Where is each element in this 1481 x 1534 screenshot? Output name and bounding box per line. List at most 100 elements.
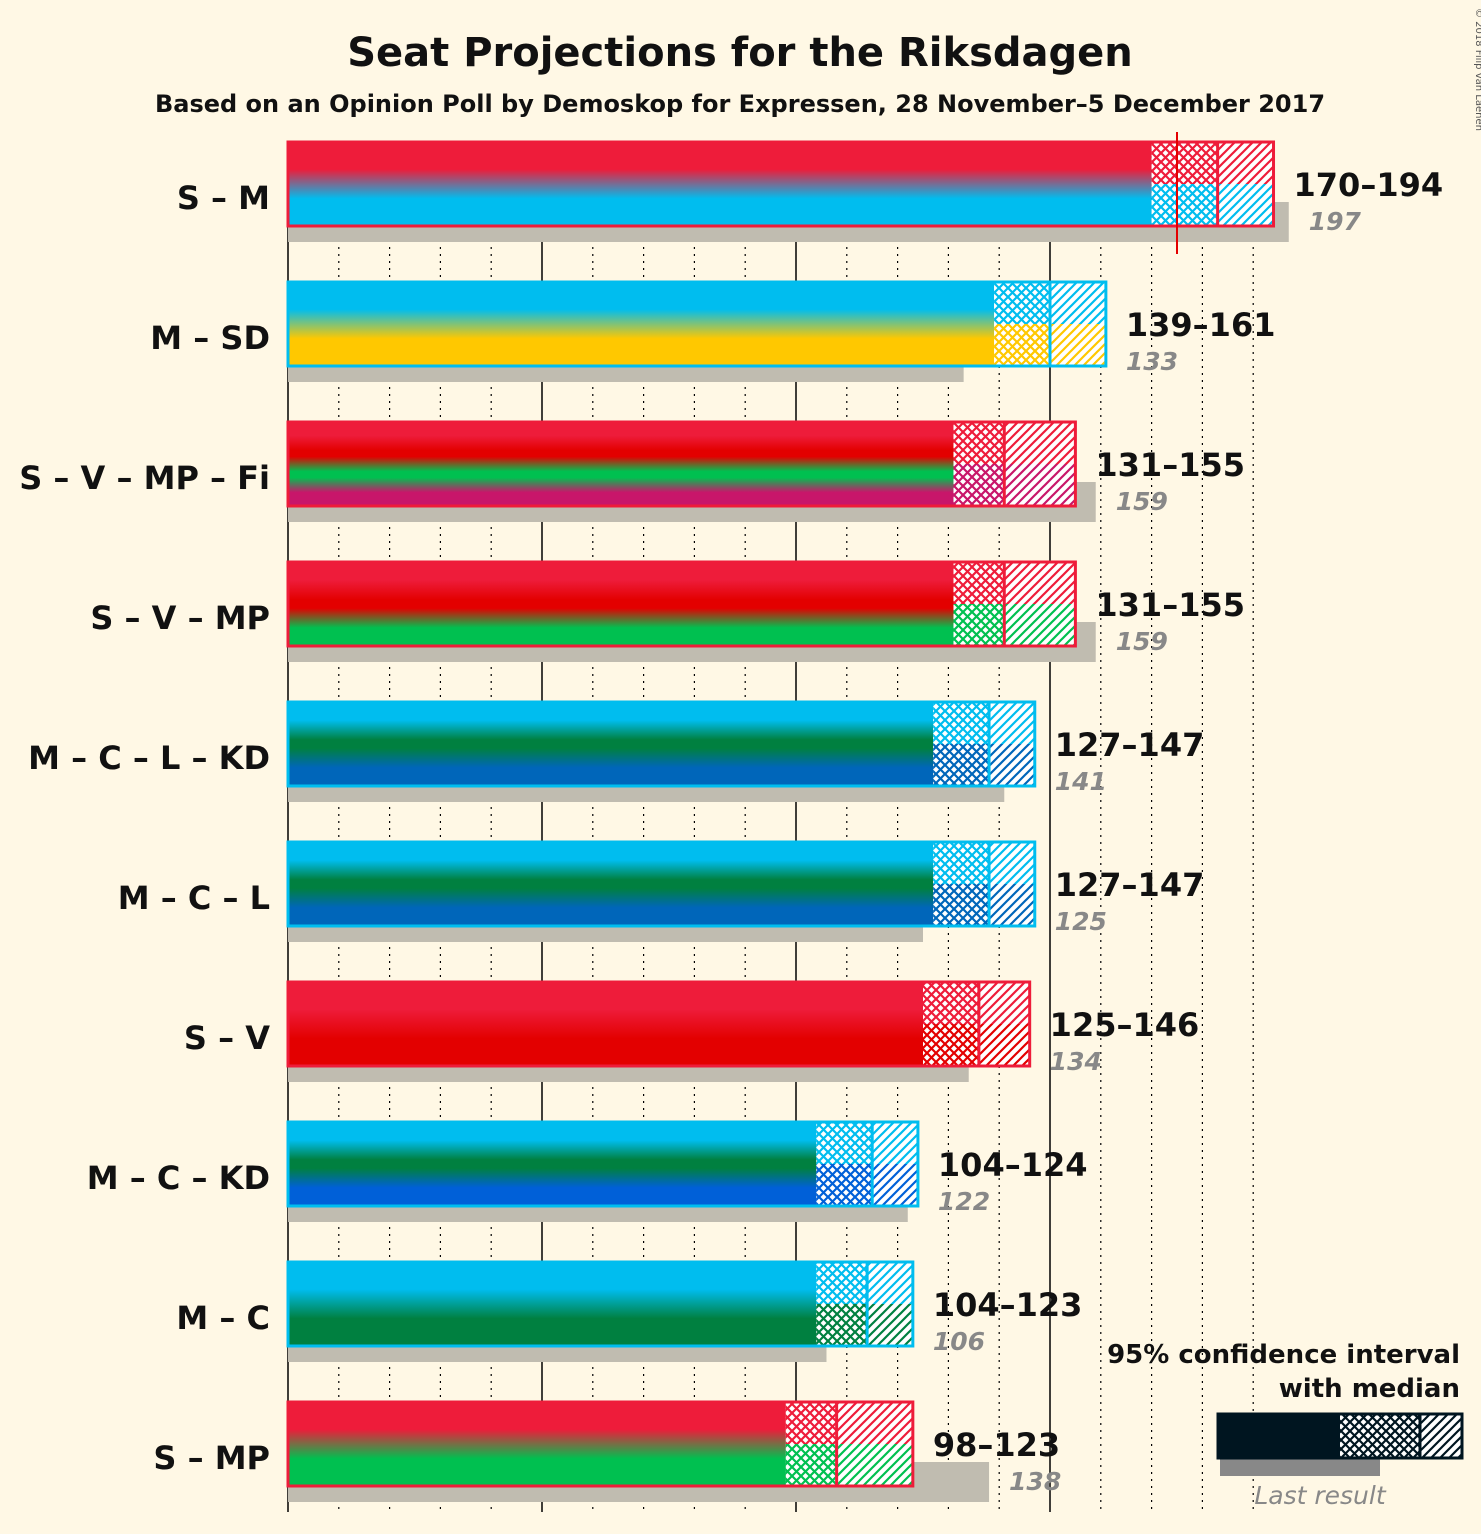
projection-bar xyxy=(288,1262,817,1346)
coalition-label: S – M xyxy=(177,179,270,217)
coalition-label: M – C – KD xyxy=(87,1159,270,1197)
range-label: 104–124 xyxy=(938,1146,1088,1184)
range-label: 139–161 xyxy=(1126,306,1276,344)
coalition-row: S – MP 98–123 138 xyxy=(153,1400,1061,1502)
last-result-label: 159 xyxy=(1116,487,1168,516)
coalition-row: M – SD 139–161 133 xyxy=(150,280,1276,382)
bar-outline xyxy=(286,1260,915,1348)
ci-diagonal-lower xyxy=(989,884,1035,926)
bar-outline xyxy=(286,420,1077,508)
coalition-label: S – V xyxy=(184,1019,270,1057)
ci-crosshatch-upper xyxy=(933,702,990,744)
last-result-label: 122 xyxy=(938,1187,990,1216)
last-result-label: 141 xyxy=(1055,767,1107,796)
legend-last-result-label: Last result xyxy=(1254,1481,1386,1510)
projection-bar xyxy=(288,1122,817,1206)
ci-crosshatch-lower xyxy=(994,324,1050,366)
ci-crosshatch-upper xyxy=(785,1402,837,1444)
ci-crosshatch-lower xyxy=(923,1024,979,1066)
coalition-row: S – V – MP 131–155 159 xyxy=(90,560,1245,662)
legend-solid-bar xyxy=(1218,1414,1340,1458)
projection-bar xyxy=(288,142,1152,226)
coalition-row: S – V – MP – Fi 131–155 159 xyxy=(19,420,1245,522)
last-result-label: 106 xyxy=(933,1327,985,1356)
ci-diagonal-upper xyxy=(978,982,1030,1024)
ci-diagonal-lower xyxy=(989,744,1035,786)
ci-diagonal-lower xyxy=(1004,604,1076,646)
ci-diagonal-upper xyxy=(867,1262,913,1304)
ci-crosshatch-lower xyxy=(933,884,990,926)
legend: 95% confidence interval with median Last… xyxy=(1107,1340,1464,1510)
ci-diagonal-upper xyxy=(989,702,1035,744)
coalition-rows: S – M 170–194 197 M – SD 139–161 133 S – V – M… xyxy=(19,140,1444,1502)
coalition-row: M – C – L 127–147 125 xyxy=(118,840,1204,942)
ci-diagonal-upper xyxy=(1217,142,1274,184)
legend-last-result-bar xyxy=(1220,1456,1380,1476)
bar-outline xyxy=(286,700,1037,788)
ci-diagonal-upper xyxy=(1004,562,1076,604)
last-result-label: 197 xyxy=(1309,207,1362,236)
ci-crosshatch-upper xyxy=(933,842,990,884)
coalition-row: M – C – KD 104–124 122 xyxy=(87,1120,1088,1222)
ci-diagonal-lower xyxy=(978,1024,1030,1066)
legend-ci-label-2: with median xyxy=(1279,1374,1460,1404)
ci-diagonal-lower xyxy=(872,1164,918,1206)
ci-crosshatch-lower xyxy=(933,744,990,786)
coalition-label: M – C – L – KD xyxy=(28,739,270,777)
ci-crosshatch-lower xyxy=(816,1304,868,1346)
coalition-row: S – M 170–194 197 xyxy=(177,140,1444,242)
legend-diagonal-section xyxy=(1420,1414,1462,1458)
projection-bar xyxy=(288,562,954,646)
last-result-label: 134 xyxy=(1050,1047,1102,1076)
ci-crosshatch-lower xyxy=(785,1444,837,1486)
bar-outline xyxy=(286,280,1108,368)
ci-crosshatch-upper xyxy=(923,982,979,1024)
last-result-label: 138 xyxy=(1009,1467,1061,1496)
bar-outline xyxy=(286,1120,920,1208)
ci-diagonal-upper xyxy=(836,1402,913,1444)
ci-diagonal-lower xyxy=(1050,324,1106,366)
coalition-label: S – V – MP – Fi xyxy=(19,459,270,497)
ci-diagonal-lower xyxy=(836,1444,913,1486)
ci-diagonal-lower xyxy=(867,1304,913,1346)
ci-crosshatch-lower xyxy=(953,604,1005,646)
projection-bar xyxy=(288,702,934,786)
projection-bar xyxy=(288,282,995,366)
bar-outline xyxy=(286,560,1077,648)
range-label: 98–123 xyxy=(933,1426,1060,1464)
coalition-label: M – SD xyxy=(150,319,270,357)
range-label: 170–194 xyxy=(1294,166,1444,204)
ci-crosshatch-upper xyxy=(1151,142,1218,184)
ci-diagonal-upper xyxy=(989,842,1035,884)
legend-ci-label-1: 95% confidence interval xyxy=(1107,1340,1460,1370)
coalition-label: S – V – MP xyxy=(90,599,270,637)
ci-diagonal-upper xyxy=(1004,422,1076,464)
last-result-label: 159 xyxy=(1116,627,1168,656)
coalition-label: M – C xyxy=(176,1299,270,1337)
range-label: 131–155 xyxy=(1095,446,1245,484)
ci-crosshatch-upper xyxy=(816,1262,868,1304)
bar-outline xyxy=(286,1400,915,1488)
ci-crosshatch-lower xyxy=(953,464,1005,506)
copyright-notice: © 2018 Filip van Laenen xyxy=(1473,8,1481,131)
legend-bar-outline xyxy=(1216,1412,1464,1460)
projection-bar xyxy=(288,842,934,926)
ci-diagonal-upper xyxy=(872,1122,918,1164)
legend-crosshatch-section xyxy=(1340,1414,1420,1458)
range-label: 125–146 xyxy=(1050,1006,1200,1044)
range-label: 131–155 xyxy=(1095,586,1245,624)
coalition-row: M – C 104–123 106 xyxy=(176,1260,1082,1362)
last-result-label: 133 xyxy=(1126,347,1178,376)
ci-crosshatch-lower xyxy=(816,1164,873,1206)
ci-crosshatch-upper xyxy=(953,422,1005,464)
coalition-label: M – C – L xyxy=(118,879,270,917)
last-result-label: 125 xyxy=(1055,907,1107,936)
coalition-row: M – C – L – KD 127–147 141 xyxy=(28,700,1205,802)
range-label: 127–147 xyxy=(1055,726,1205,764)
ci-diagonal-lower xyxy=(1004,464,1076,506)
projection-bar xyxy=(288,982,923,1066)
ci-crosshatch-upper xyxy=(994,282,1050,324)
ci-crosshatch-upper xyxy=(953,562,1005,604)
ci-diagonal-lower xyxy=(1217,184,1274,226)
